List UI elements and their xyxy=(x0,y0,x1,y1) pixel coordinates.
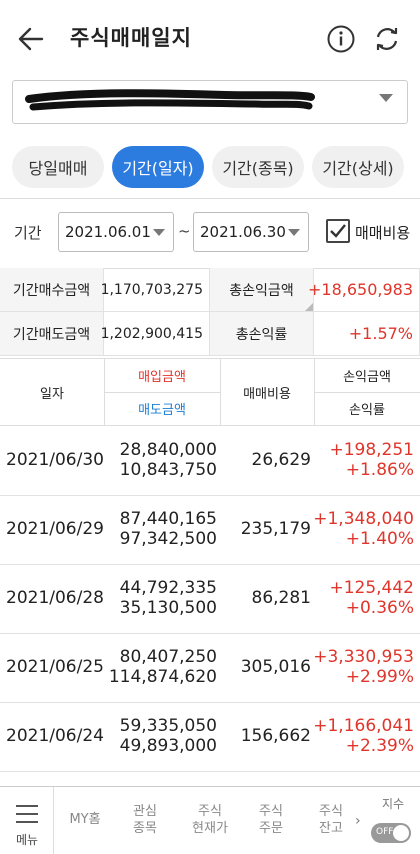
tab-bar: 당일매매 기간(일자) 기간(종목) 기간(상세) xyxy=(12,146,404,188)
row-pnl: +3,330,953 xyxy=(313,647,414,667)
nav-watchlist[interactable]: 관심 종목 xyxy=(133,804,157,836)
date-separator: ~ xyxy=(178,222,191,240)
refresh-icon[interactable] xyxy=(372,24,402,54)
row-pnl: +1,348,040 xyxy=(313,509,414,529)
summary-table: 기간매수금액 1,170,703,275 총손익금액 +18,650,983 기… xyxy=(0,268,420,356)
row-buy-amount: 87,440,165 xyxy=(119,509,217,529)
index-label: 지수 xyxy=(382,797,405,811)
row-sell-amount: 114,874,620 xyxy=(108,667,217,687)
row-date: 2021/06/29 xyxy=(6,519,104,539)
tab-period-by-date[interactable]: 기간(일자) xyxy=(112,146,204,188)
row-fee: 235,179 xyxy=(240,519,311,539)
account-selector[interactable] xyxy=(12,80,408,124)
row-fee: 156,662 xyxy=(240,726,311,746)
buy-total-value: 1,170,703,275 xyxy=(101,268,210,312)
table-row[interactable]: 2021/06/28 44,792,335 35,130,500 86,281 … xyxy=(0,565,420,634)
row-date: 2021/06/25 xyxy=(6,657,104,677)
table-row[interactable]: 2021/06/29 87,440,165 97,342,500 235,179… xyxy=(0,496,420,565)
back-arrow-icon[interactable] xyxy=(14,22,48,56)
menu-button[interactable]: 메뉴 xyxy=(0,787,54,854)
end-date-value: 2021.06.30 xyxy=(200,223,286,241)
tab-period-by-stock[interactable]: 기간(종목) xyxy=(212,146,304,188)
app-header: 주식매매일지 xyxy=(0,0,420,78)
table-row[interactable]: 2021/06/25 80,407,250 114,874,620 305,01… xyxy=(0,634,420,703)
row-rate: +1.40% xyxy=(345,529,414,549)
chevron-down-icon xyxy=(288,229,300,236)
row-pnl: +198,251 xyxy=(329,440,414,460)
row-sell-amount: 35,130,500 xyxy=(119,598,217,618)
row-rate: +0.36% xyxy=(345,598,414,618)
redaction-mark xyxy=(25,89,315,111)
buy-total-label: 기간매수금액 xyxy=(0,268,104,312)
row-date: 2021/06/24 xyxy=(6,726,104,746)
nav-stock-price[interactable]: 주식 현재가 xyxy=(192,804,228,836)
row-fee: 86,281 xyxy=(251,588,311,608)
row-sell-amount: 10,843,750 xyxy=(119,460,217,480)
nav-stock-balance[interactable]: 주식 잔고 xyxy=(319,804,343,836)
header-sell: 매도금액 xyxy=(138,403,186,418)
pnl-total-label: 총손익금액 xyxy=(210,268,314,312)
row-date: 2021/06/30 xyxy=(6,450,104,470)
row-pnl: +125,442 xyxy=(329,578,414,598)
header-pnl: 손익금액 xyxy=(343,370,391,385)
tab-today-trades[interactable]: 당일매매 xyxy=(12,146,104,188)
table-row[interactable]: 2021/06/30 28,840,000 10,843,750 26,629 … xyxy=(0,427,420,496)
row-rate: +2.39% xyxy=(345,736,414,756)
row-date: 2021/06/28 xyxy=(6,588,104,608)
chevron-right-icon[interactable]: › xyxy=(355,813,361,829)
row-fee: 305,016 xyxy=(240,657,311,677)
period-label: 기간 xyxy=(14,224,42,242)
table-header: 일자 매입금액 매도금액 매매비용 손익금액 손익률 xyxy=(0,358,420,426)
end-date-select[interactable]: 2021.06.30 xyxy=(193,212,309,252)
sell-total-value: 1,202,900,415 xyxy=(101,312,210,356)
row-rate: +1.86% xyxy=(345,460,414,480)
start-date-select[interactable]: 2021.06.01 xyxy=(58,212,174,252)
info-icon[interactable] xyxy=(326,24,356,54)
nav-my-home[interactable]: MY홈 xyxy=(69,812,101,827)
header-date: 일자 xyxy=(40,386,64,402)
rate-total-value: +1.57% xyxy=(314,312,420,356)
menu-label: 메뉴 xyxy=(15,833,39,847)
row-buy-amount: 28,840,000 xyxy=(119,440,217,460)
row-sell-amount: 49,893,000 xyxy=(119,736,217,756)
page-title: 주식매매일지 xyxy=(70,26,192,50)
tab-period-detail[interactable]: 기간(상세) xyxy=(312,146,404,188)
chevron-down-icon xyxy=(379,94,393,102)
hamburger-icon xyxy=(16,805,38,823)
toggle-knob xyxy=(393,825,409,841)
fee-checkbox-label[interactable]: 매매비용 xyxy=(355,224,411,242)
index-toggle[interactable]: OFF xyxy=(371,823,411,843)
period-filter: 기간 2021.06.01 ~ 2021.06.30 매매비용 xyxy=(0,210,420,254)
pnl-total-value: +18,650,983 xyxy=(308,268,420,312)
sell-total-label: 기간매도금액 xyxy=(0,312,104,356)
toggle-label: OFF xyxy=(376,827,394,837)
row-buy-amount: 44,792,335 xyxy=(119,578,217,598)
fee-checkbox[interactable] xyxy=(326,219,350,243)
divider xyxy=(0,198,420,199)
row-sell-amount: 97,342,500 xyxy=(119,529,217,549)
row-pnl: +1,166,041 xyxy=(313,716,414,736)
row-buy-amount: 59,335,050 xyxy=(119,716,217,736)
header-buy: 매입금액 xyxy=(138,370,186,385)
row-fee: 26,629 xyxy=(251,450,311,470)
rate-total-label: 총손익률 xyxy=(210,312,314,356)
header-rate: 손익률 xyxy=(349,403,385,418)
table-row[interactable]: 2021/06/24 59,335,050 49,893,000 156,662… xyxy=(0,703,420,772)
header-fee: 매매비용 xyxy=(243,386,291,402)
start-date-value: 2021.06.01 xyxy=(65,223,151,241)
chevron-down-icon xyxy=(153,229,165,236)
bottom-nav: 메뉴 MY홈 관심 종목 주식 현재가 주식 주문 주식 잔고 › 지수 OFF xyxy=(0,786,420,854)
nav-stock-order[interactable]: 주식 주문 xyxy=(259,804,283,836)
row-rate: +2.99% xyxy=(345,667,414,687)
row-buy-amount: 80,407,250 xyxy=(119,647,217,667)
